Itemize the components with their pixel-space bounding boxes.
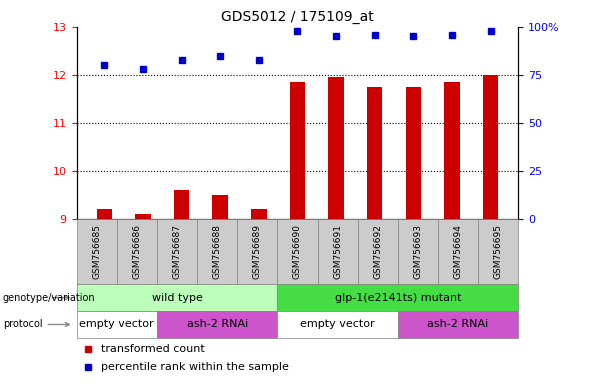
Bar (251, 209, 267, 219)
Text: GSM756689: GSM756689 (253, 224, 262, 279)
Text: ash-2 RNAi: ash-2 RNAi (428, 319, 489, 329)
Bar (135, 214, 151, 219)
Bar (406, 87, 421, 219)
Bar (367, 87, 382, 219)
Bar (277, 284, 518, 311)
Bar (77, 311, 157, 338)
Bar (483, 75, 498, 219)
Text: GSM756691: GSM756691 (333, 224, 342, 279)
Text: genotype/variation: genotype/variation (3, 293, 95, 303)
Bar (77, 284, 277, 311)
Text: GSM756690: GSM756690 (293, 224, 302, 279)
Title: GDS5012 / 175109_at: GDS5012 / 175109_at (221, 10, 374, 25)
Bar (77, 219, 117, 284)
Bar (277, 219, 317, 284)
Text: GSM756686: GSM756686 (133, 224, 141, 279)
Bar (157, 311, 277, 338)
Bar (444, 82, 459, 219)
Text: glp-1(e2141ts) mutant: glp-1(e2141ts) mutant (335, 293, 461, 303)
Bar (290, 82, 305, 219)
Bar (398, 311, 518, 338)
Bar (237, 219, 277, 284)
Text: GSM756694: GSM756694 (454, 224, 462, 279)
Bar (438, 219, 478, 284)
Text: protocol: protocol (3, 319, 70, 329)
Bar (197, 219, 237, 284)
Text: GSM756695: GSM756695 (494, 224, 503, 279)
Bar (277, 311, 398, 338)
Text: GSM756692: GSM756692 (373, 224, 382, 279)
Text: ash-2 RNAi: ash-2 RNAi (187, 319, 248, 329)
Text: GSM756685: GSM756685 (92, 224, 101, 279)
Bar (358, 219, 398, 284)
Text: percentile rank within the sample: percentile rank within the sample (101, 362, 289, 372)
Text: empty vector: empty vector (300, 319, 375, 329)
Text: GSM756688: GSM756688 (213, 224, 221, 279)
Text: wild type: wild type (151, 293, 203, 303)
Bar (117, 219, 157, 284)
Text: GSM756687: GSM756687 (173, 224, 181, 279)
Bar (478, 219, 518, 284)
Text: GSM756693: GSM756693 (413, 224, 422, 279)
Text: transformed count: transformed count (101, 344, 205, 354)
Bar (174, 190, 189, 219)
Text: empty vector: empty vector (80, 319, 154, 329)
Bar (398, 219, 438, 284)
Bar (328, 77, 344, 219)
Bar (157, 219, 197, 284)
Bar (97, 209, 112, 219)
Bar (317, 219, 358, 284)
Bar (213, 195, 228, 219)
